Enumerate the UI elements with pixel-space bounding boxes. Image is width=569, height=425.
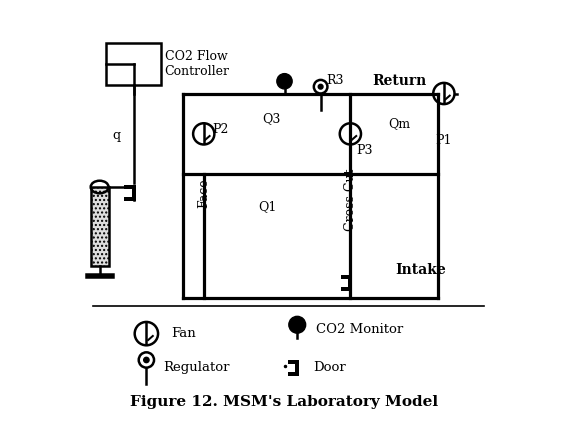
Text: Figure 12. MSM's Laboratory Model: Figure 12. MSM's Laboratory Model xyxy=(130,395,439,408)
Text: Q1: Q1 xyxy=(258,200,277,212)
Text: Q3: Q3 xyxy=(262,113,281,125)
Text: Intake: Intake xyxy=(395,263,446,277)
Bar xyxy=(90,187,109,266)
Text: Door: Door xyxy=(314,361,346,374)
Text: P1: P1 xyxy=(436,134,452,147)
Text: CO2 Flow
Controller: CO2 Flow Controller xyxy=(164,50,230,78)
Text: q: q xyxy=(113,130,121,142)
Text: CO2 Monitor: CO2 Monitor xyxy=(316,323,403,336)
Bar xyxy=(106,42,161,85)
Circle shape xyxy=(318,84,323,89)
Text: R3: R3 xyxy=(326,74,344,87)
Text: P2: P2 xyxy=(212,123,229,136)
Text: P3: P3 xyxy=(357,144,373,157)
Circle shape xyxy=(289,316,306,333)
Text: Qm: Qm xyxy=(389,117,411,130)
Circle shape xyxy=(277,74,292,89)
Text: Fan: Fan xyxy=(171,327,196,340)
Text: Regulator: Regulator xyxy=(163,361,230,374)
Circle shape xyxy=(144,357,149,363)
Text: Face: Face xyxy=(197,178,211,208)
Text: Cross Cut: Cross Cut xyxy=(344,168,357,231)
Text: Return: Return xyxy=(372,74,426,88)
